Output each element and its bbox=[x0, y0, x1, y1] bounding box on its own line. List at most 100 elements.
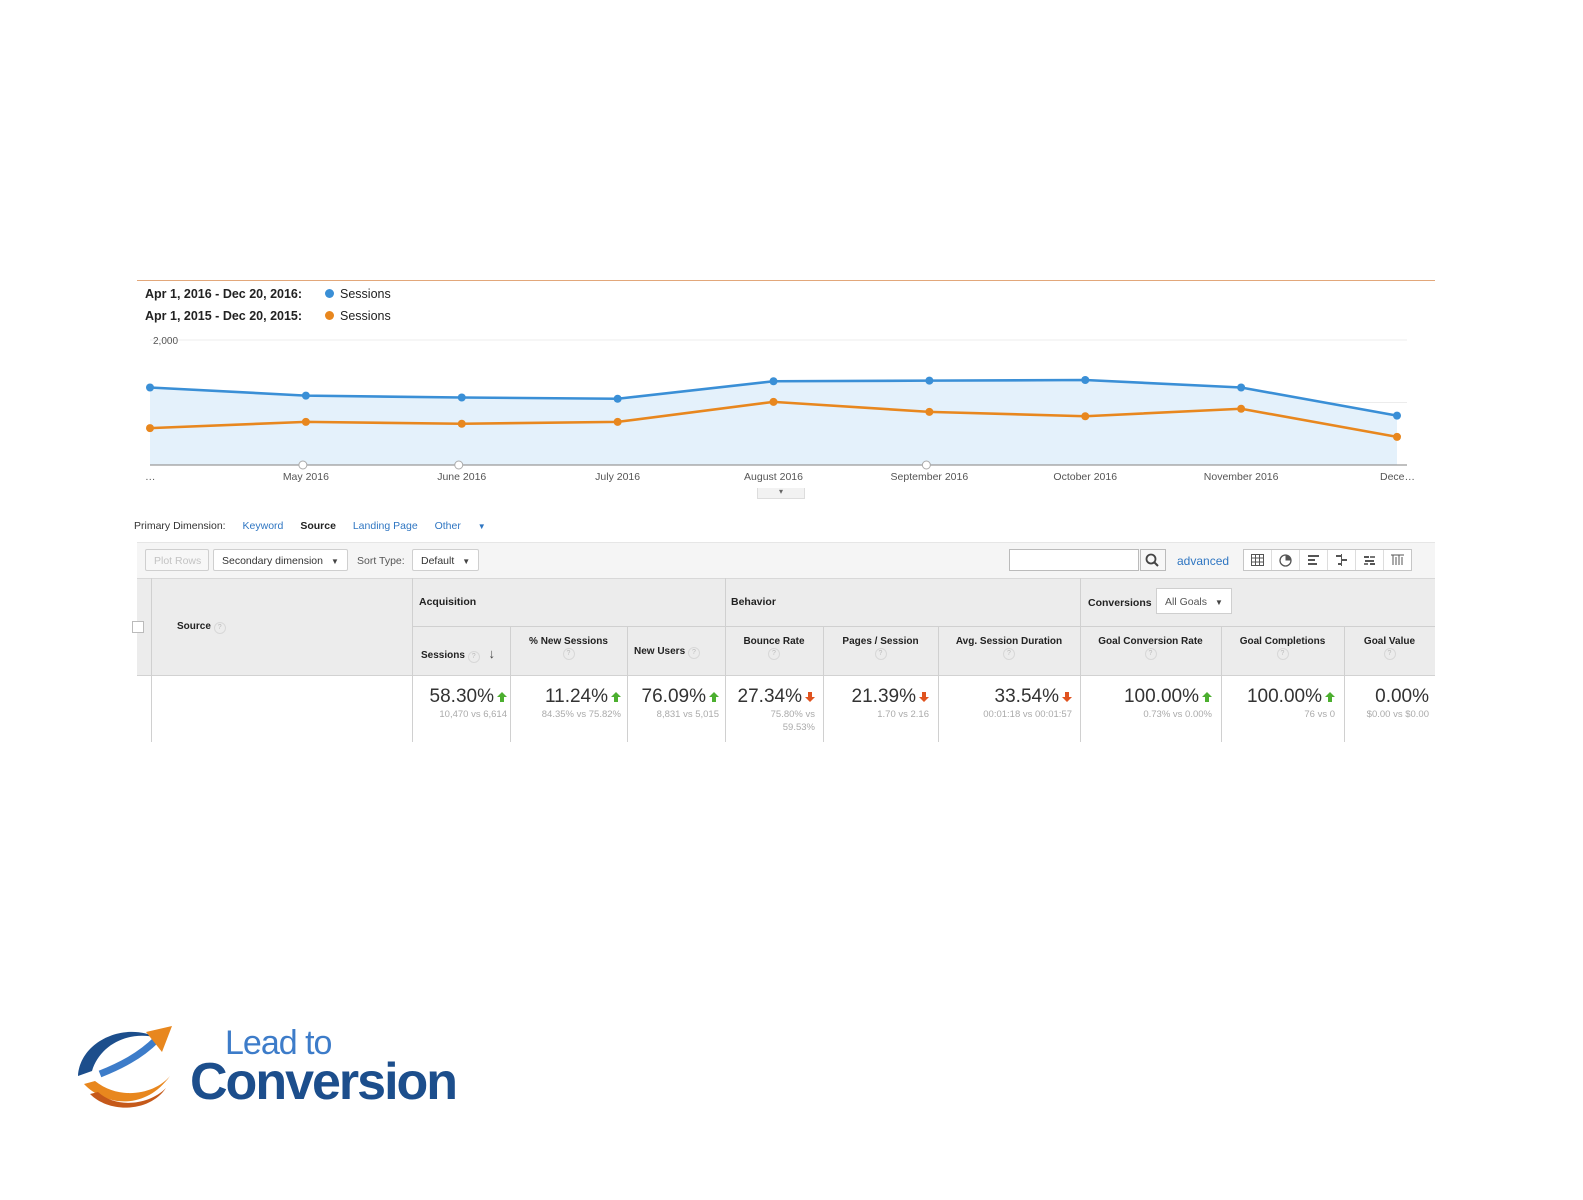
bounce-rate-column-header[interactable]: Bounce Rate? bbox=[725, 636, 823, 660]
goal-value-column-header[interactable]: Goal Value? bbox=[1344, 636, 1435, 660]
bar-view-icon[interactable] bbox=[1299, 550, 1327, 570]
help-icon[interactable]: ? bbox=[1144, 648, 1157, 660]
data-point[interactable] bbox=[613, 417, 622, 426]
data-point[interactable] bbox=[769, 397, 778, 406]
x-tick-label: June 2016 bbox=[437, 471, 486, 483]
table-header bbox=[137, 578, 1435, 676]
goal-conversion-rate-total-cell: 100.00% 0.73% vs 0.00% bbox=[1124, 686, 1212, 721]
divider bbox=[412, 626, 1435, 627]
advanced-filter-link[interactable]: advanced bbox=[1177, 554, 1230, 568]
table-search-input[interactable] bbox=[1009, 549, 1139, 571]
goal-completions-comparison: 76 vs 0 bbox=[1304, 709, 1335, 721]
bounce-rate-total-cell: 27.34% 75.80% vs 59.53% bbox=[738, 686, 815, 734]
goal-value-comparison: $0.00 vs $0.00 bbox=[1366, 709, 1429, 720]
goal-conversion-rate-column-header[interactable]: Goal Conversion Rate? bbox=[1080, 636, 1221, 660]
help-icon[interactable]: ? bbox=[1003, 648, 1015, 660]
pivot-view-icon[interactable] bbox=[1383, 550, 1411, 570]
dimension-landing-page[interactable]: Landing Page bbox=[352, 520, 418, 532]
pages-per-session-column-header[interactable]: Pages / Session? bbox=[823, 636, 938, 660]
primary-dimension-label: Primary Dimension: bbox=[134, 520, 226, 532]
secondary-dimension-dropdown[interactable]: Secondary dimension ▼ bbox=[213, 549, 348, 571]
data-point[interactable] bbox=[925, 376, 934, 385]
dimension-keyword[interactable]: Keyword bbox=[242, 520, 284, 532]
goal-completions-column-header[interactable]: Goal Completions? bbox=[1221, 636, 1344, 660]
pie-view-icon[interactable] bbox=[1271, 550, 1299, 570]
help-icon[interactable]: ? bbox=[687, 647, 700, 659]
table-view-icon[interactable] bbox=[1244, 550, 1271, 570]
help-icon[interactable]: ? bbox=[562, 648, 575, 660]
report-table: Source ? Acquisition Behavior Conversion… bbox=[132, 578, 1435, 742]
data-point[interactable] bbox=[301, 391, 310, 400]
new-users-change-value: 76.09% bbox=[641, 686, 706, 708]
comparison-view-icon[interactable] bbox=[1327, 550, 1355, 570]
legend-current-series[interactable]: Sessions bbox=[325, 287, 391, 301]
help-icon[interactable]: ? bbox=[467, 651, 480, 663]
table-toolbar: Plot Rows Secondary dimension ▼ Sort Type… bbox=[137, 542, 1435, 579]
new-sessions-comparison: 84.35% vs 75.82% bbox=[541, 709, 621, 721]
legend-previous-range: Apr 1, 2015 - Dec 20, 2015: bbox=[145, 309, 303, 323]
pages-per-session-change-value: 21.39% bbox=[851, 686, 916, 708]
data-point[interactable] bbox=[1393, 411, 1401, 420]
data-point[interactable] bbox=[146, 383, 154, 392]
bounce-rate-change-value: 27.34% bbox=[737, 686, 802, 708]
chevron-down-icon: ▼ bbox=[330, 557, 339, 566]
trend-up-arrow-icon bbox=[611, 686, 621, 708]
sessions-total-cell: 58.30% 10,470 vs 6,614 bbox=[430, 686, 507, 721]
divider bbox=[510, 626, 511, 742]
data-point[interactable] bbox=[457, 393, 466, 402]
dimension-source[interactable]: Source bbox=[300, 520, 336, 532]
help-icon[interactable]: ? bbox=[213, 622, 226, 634]
data-point[interactable] bbox=[1393, 432, 1401, 441]
behavior-group-header: Behavior bbox=[731, 596, 776, 608]
analytics-panel: Apr 1, 2016 - Dec 20, 2016: Sessions Apr… bbox=[132, 278, 1435, 742]
data-point[interactable] bbox=[1081, 412, 1090, 421]
new-sessions-change-value: 11.24% bbox=[544, 686, 608, 708]
divider bbox=[412, 578, 413, 742]
data-point[interactable] bbox=[457, 419, 466, 428]
logo-text-line1: Lead to bbox=[225, 1024, 332, 1062]
goal-completions-change-value: 100.00% bbox=[1246, 686, 1322, 708]
x-tick-label: May 2016 bbox=[283, 471, 329, 483]
view-switcher bbox=[1243, 549, 1412, 571]
help-icon[interactable]: ? bbox=[1276, 648, 1289, 660]
x-tick-label: Dece… bbox=[1380, 471, 1415, 483]
collapse-chart-toggle[interactable]: ▾ bbox=[757, 488, 805, 499]
data-point[interactable] bbox=[1237, 404, 1246, 413]
help-icon[interactable]: ? bbox=[1383, 648, 1396, 660]
avg-session-duration-comparison: 00:01:18 vs 00:01:57 bbox=[983, 709, 1072, 721]
chevron-down-icon: ▼ bbox=[462, 557, 471, 566]
x-tick-label: … bbox=[145, 471, 156, 483]
data-point[interactable] bbox=[1081, 376, 1090, 384]
data-point[interactable] bbox=[146, 424, 154, 433]
sort-descending-icon[interactable]: ↓ bbox=[488, 646, 495, 661]
goals-dropdown[interactable]: All Goals ▼ bbox=[1156, 588, 1232, 614]
sessions-column-header[interactable]: Sessions ? ↓ bbox=[421, 646, 495, 663]
data-point[interactable] bbox=[301, 417, 310, 426]
goal-value-change-value: 0.00% bbox=[1375, 686, 1429, 707]
help-icon[interactable]: ? bbox=[874, 648, 887, 660]
plot-rows-button[interactable]: Plot Rows bbox=[145, 549, 209, 571]
sort-type-dropdown[interactable]: Default ▼ bbox=[412, 549, 480, 571]
new-users-column-header[interactable]: New Users ? bbox=[634, 646, 700, 659]
source-column-header[interactable]: Source ? bbox=[177, 621, 226, 634]
legend-previous-series[interactable]: Sessions bbox=[325, 309, 391, 323]
primary-dimension-bar: Primary Dimension: Keyword Source Landin… bbox=[134, 520, 514, 532]
trend-up-arrow-icon bbox=[1202, 686, 1212, 708]
divider bbox=[627, 626, 628, 742]
new-sessions-column-header[interactable]: % New Sessions? bbox=[510, 636, 627, 660]
data-point[interactable] bbox=[613, 394, 622, 403]
data-point[interactable] bbox=[925, 407, 934, 416]
data-point[interactable] bbox=[1237, 383, 1246, 392]
data-point[interactable] bbox=[769, 377, 778, 386]
avg-session-duration-column-header[interactable]: Avg. Session Duration? bbox=[938, 636, 1080, 660]
trend-down-arrow-icon bbox=[805, 686, 815, 708]
divider bbox=[823, 626, 824, 742]
select-all-checkbox[interactable] bbox=[132, 621, 144, 633]
help-icon[interactable]: ? bbox=[768, 648, 780, 660]
dimension-other[interactable]: Other ▼ bbox=[434, 520, 486, 532]
search-button[interactable] bbox=[1140, 549, 1166, 571]
term-cloud-view-icon[interactable] bbox=[1355, 550, 1383, 570]
divider bbox=[137, 280, 1435, 281]
x-tick-label: August 2016 bbox=[744, 471, 803, 483]
